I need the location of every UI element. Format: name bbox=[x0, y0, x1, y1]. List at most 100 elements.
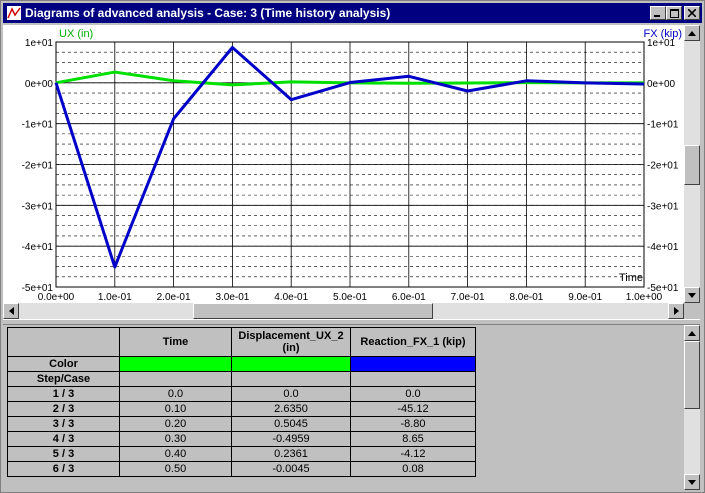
displacement-value: 0.0 bbox=[231, 386, 351, 402]
y-tick-label-left: -2e+01 bbox=[22, 161, 54, 172]
step-label: 1 / 3 bbox=[7, 386, 120, 402]
row-header-color: Color bbox=[7, 356, 120, 372]
step-label: 6 / 3 bbox=[7, 461, 120, 477]
time-value: 0.10 bbox=[119, 401, 232, 417]
displacement-value: -0.0045 bbox=[231, 461, 351, 477]
table-row[interactable]: 3 / 3 0.20 0.5045 -8.80 bbox=[7, 416, 476, 432]
x-tick-label: 4.0e-01 bbox=[274, 292, 308, 303]
results-table-panel: Time Displacement_UX_2 (in) Reaction_FX_… bbox=[3, 325, 684, 490]
table-vertical-scrollbar[interactable] bbox=[684, 325, 700, 490]
color-swatch-reaction[interactable] bbox=[350, 356, 476, 372]
displacement-value: -0.4959 bbox=[231, 431, 351, 447]
displacement-value: 2.6350 bbox=[231, 401, 351, 417]
y-tick-label-left: -5e+01 bbox=[22, 283, 54, 294]
step-label: 2 / 3 bbox=[7, 401, 120, 417]
results-table: Time Displacement_UX_2 (in) Reaction_FX_… bbox=[7, 327, 476, 477]
x-tick-label: 3.0e-01 bbox=[215, 292, 249, 303]
right-axis-label: FX (kip) bbox=[644, 28, 683, 40]
x-tick-label: 7.0e-01 bbox=[451, 292, 485, 303]
chart-horizontal-scrollbar[interactable] bbox=[3, 303, 684, 319]
displacement-value: 0.5045 bbox=[231, 416, 351, 432]
table-row[interactable]: 2 / 3 0.10 2.6350 -45.12 bbox=[7, 401, 476, 417]
empty-cell bbox=[231, 371, 351, 387]
step-label: 3 / 3 bbox=[7, 416, 120, 432]
x-tick-label: 1.0e+00 bbox=[626, 292, 663, 303]
step-label: 5 / 3 bbox=[7, 446, 120, 462]
x-axis-label: Time bbox=[619, 272, 643, 284]
maximize-button[interactable] bbox=[666, 6, 682, 20]
scroll-down-button[interactable] bbox=[684, 287, 700, 303]
reaction-value: 0.08 bbox=[350, 461, 476, 477]
column-header-displacement[interactable]: Displacement_UX_2 (in) bbox=[231, 327, 351, 357]
reaction-value: 0.0 bbox=[350, 386, 476, 402]
y-tick-label-right: -3e+01 bbox=[647, 201, 679, 212]
color-swatch-time[interactable] bbox=[119, 356, 232, 372]
x-tick-label: 9.0e-01 bbox=[568, 292, 602, 303]
horizontal-scroll-thumb[interactable] bbox=[193, 303, 433, 319]
reaction-value: -45.12 bbox=[350, 401, 476, 417]
y-tick-label-right: 1e+01 bbox=[647, 38, 676, 49]
reaction-value: 8.65 bbox=[350, 431, 476, 447]
chart-vertical-scrollbar[interactable] bbox=[684, 25, 700, 303]
chart-panel: 1e+01 1e+01 0e+00 0e+00 -1e+01 -1e+01 -2e+01 -2… bbox=[3, 25, 684, 303]
table-row[interactable]: 4 / 3 0.30 -0.4959 8.65 bbox=[7, 431, 476, 447]
time-value: 0.40 bbox=[119, 446, 232, 462]
minimize-icon bbox=[654, 15, 660, 17]
time-value: 0.50 bbox=[119, 461, 232, 477]
chart-app-icon bbox=[7, 6, 21, 20]
vertical-scroll-thumb[interactable] bbox=[684, 145, 700, 185]
step-label: 4 / 3 bbox=[7, 431, 120, 447]
column-header-reaction[interactable]: Reaction_FX_1 (kip) bbox=[350, 327, 476, 357]
close-icon bbox=[688, 9, 696, 17]
color-swatch-displacement[interactable] bbox=[231, 356, 351, 372]
table-row[interactable]: 5 / 3 0.40 0.2361 -4.12 bbox=[7, 446, 476, 462]
y-tick-label-left: 0e+00 bbox=[25, 79, 54, 90]
table-scroll-thumb[interactable] bbox=[684, 341, 700, 409]
arrow-up-icon bbox=[688, 330, 696, 336]
y-tick-label-right: -5e+01 bbox=[647, 283, 679, 294]
column-header-time[interactable]: Time bbox=[119, 327, 232, 357]
scroll-right-button[interactable] bbox=[668, 303, 684, 319]
y-tick-label-right: -1e+01 bbox=[647, 120, 679, 131]
displacement-value: 0.2361 bbox=[231, 446, 351, 462]
row-header-step-case: Step/Case bbox=[7, 371, 120, 387]
x-tick-label: 2.0e-01 bbox=[157, 292, 191, 303]
plot-frame bbox=[55, 41, 645, 288]
y-tick-label-left: -3e+01 bbox=[22, 201, 54, 212]
table-row[interactable]: 1 / 3 0.0 0.0 0.0 bbox=[7, 386, 476, 402]
time-history-chart: 1e+01 1e+01 0e+00 0e+00 -1e+01 -1e+01 -2e+01 -2… bbox=[22, 28, 683, 303]
table-scroll-down-button[interactable] bbox=[684, 474, 700, 490]
title-bar[interactable]: Diagrams of advanced analysis - Case: 3 … bbox=[3, 3, 702, 23]
x-tick-label: 1.0e-01 bbox=[98, 292, 132, 303]
reaction-value: -4.12 bbox=[350, 446, 476, 462]
table-corner-cell bbox=[7, 327, 120, 357]
table-scroll-up-button[interactable] bbox=[684, 325, 700, 341]
table-row[interactable]: 6 / 3 0.50 -0.0045 0.08 bbox=[7, 461, 476, 477]
x-tick-label: 5.0e-01 bbox=[333, 292, 367, 303]
series-line-fx bbox=[54, 46, 645, 269]
x-tick-label: 0.0e+00 bbox=[38, 292, 75, 303]
time-value: 0.20 bbox=[119, 416, 232, 432]
reaction-value: -8.80 bbox=[350, 416, 476, 432]
arrow-left-icon bbox=[8, 307, 14, 315]
y-tick-label-left: -1e+01 bbox=[22, 120, 54, 131]
x-tick-label: 6.0e-01 bbox=[392, 292, 426, 303]
y-tick-label-right: -4e+01 bbox=[647, 242, 679, 253]
y-tick-label-left: -4e+01 bbox=[22, 242, 54, 253]
left-axis-label: UX (in) bbox=[59, 28, 93, 40]
close-button[interactable] bbox=[684, 6, 700, 20]
empty-cell bbox=[350, 371, 476, 387]
minimize-button[interactable] bbox=[650, 6, 666, 20]
x-tick-label: 8.0e-01 bbox=[509, 292, 543, 303]
pane-splitter[interactable] bbox=[3, 319, 700, 325]
maximize-icon bbox=[669, 8, 679, 18]
scroll-left-button[interactable] bbox=[3, 303, 19, 319]
y-tick-label-right: -2e+01 bbox=[647, 161, 679, 172]
y-tick-label-right: 0e+00 bbox=[647, 79, 676, 90]
time-value: 0.30 bbox=[119, 431, 232, 447]
arrow-down-icon bbox=[688, 479, 696, 485]
y-tick-label-left: 1e+01 bbox=[25, 38, 54, 49]
scroll-up-button[interactable] bbox=[684, 25, 700, 41]
empty-cell bbox=[119, 371, 232, 387]
